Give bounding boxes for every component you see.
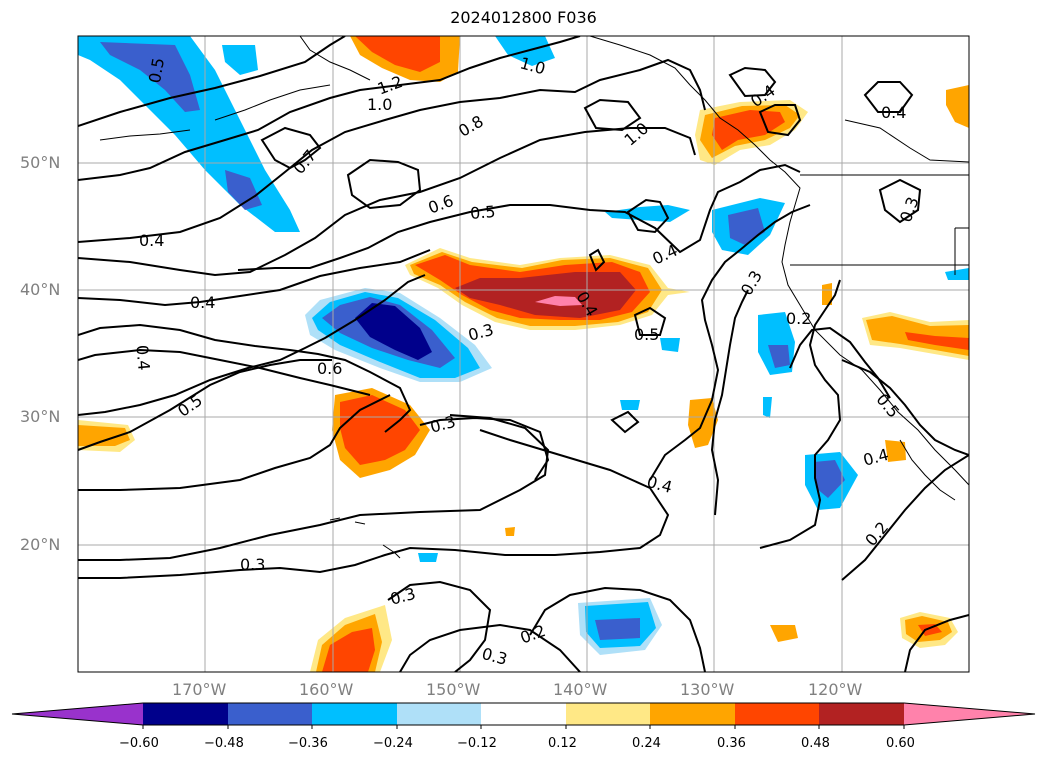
- colorbar: [11, 702, 1036, 729]
- colorbar-tick-label: −0.12: [457, 736, 497, 751]
- colorbar-tick-label: 0.60: [886, 736, 915, 751]
- lon-label: 160°W: [299, 680, 354, 699]
- colorbar-tick-label: 0.24: [632, 736, 661, 751]
- contour-label: 0.5: [145, 56, 168, 84]
- lon-label: 140°W: [553, 680, 608, 699]
- contour-label: 0.4: [139, 231, 164, 250]
- map-title: 2024012800 F036: [450, 8, 597, 27]
- colorbar-tick-label: −0.48: [204, 736, 244, 751]
- colorbar-segment: [143, 703, 228, 725]
- contour-label: 0.4: [861, 445, 891, 470]
- contour-label: 1.0: [367, 95, 392, 114]
- lat-label: 30°N: [20, 407, 61, 426]
- lat-label: 40°N: [20, 280, 61, 299]
- colorbar-segment: [566, 703, 650, 725]
- lon-label: 130°W: [680, 680, 735, 699]
- colorbar-tick-label: 0.48: [801, 736, 830, 751]
- contour-label: 0.4: [132, 344, 153, 371]
- colorbar-segment: [735, 703, 819, 725]
- contour-label: 0.3: [428, 412, 458, 437]
- colorbar-tick-label: −0.36: [288, 736, 328, 751]
- colorbar-min-extend: [12, 703, 143, 725]
- contour-label: 0.4: [645, 472, 675, 497]
- contour-label: 0.3: [480, 644, 510, 669]
- lat-label: 50°N: [20, 153, 61, 172]
- contour-label: 1.0: [621, 119, 653, 150]
- colorbar-segment: [819, 703, 904, 725]
- contour-label: 0.5: [634, 325, 659, 344]
- lat-label: 20°N: [20, 535, 61, 554]
- coastlines: [99, 36, 969, 559]
- colorbar-segment: [228, 703, 312, 725]
- contour-label: 0.2: [786, 309, 811, 328]
- contour-lines: [78, 36, 969, 672]
- contour-label: 0.4: [881, 103, 906, 122]
- colorbar-tick-label: 0.36: [717, 736, 746, 751]
- contour-label: 0.3: [240, 555, 265, 574]
- colorbar-tick-label: 0.12: [548, 736, 577, 751]
- lon-label: 170°W: [172, 680, 227, 699]
- contour-label: 0.3: [388, 584, 418, 609]
- contour-label: 0.4: [190, 293, 215, 312]
- map-frame: [77, 35, 970, 673]
- colorbar-tick-label: −0.60: [119, 736, 159, 751]
- lon-label: 120°W: [808, 680, 863, 699]
- contour-label: 0.2: [518, 621, 548, 648]
- contour-label: 0.6: [426, 191, 456, 218]
- contour-label: 0.3: [466, 320, 496, 345]
- contour-label: 0.5: [469, 202, 496, 223]
- contour-label: 0.5: [174, 391, 206, 421]
- colorbar-tick-label: −0.24: [373, 736, 413, 751]
- colorbar-segment: [312, 703, 397, 725]
- lat-lon-grid: [78, 36, 969, 672]
- lon-label: 150°W: [426, 680, 481, 699]
- colorbar-segment: [397, 703, 481, 725]
- contour-label: 0.4: [649, 241, 680, 269]
- colorbar-max-extend: [904, 703, 1035, 725]
- colorbar-segment: [650, 703, 735, 725]
- colorbar-segment: [481, 703, 566, 725]
- contour-label: 0.3: [737, 267, 766, 299]
- negative-anomaly-shading: [78, 36, 969, 655]
- contour-label: 0.6: [317, 359, 342, 378]
